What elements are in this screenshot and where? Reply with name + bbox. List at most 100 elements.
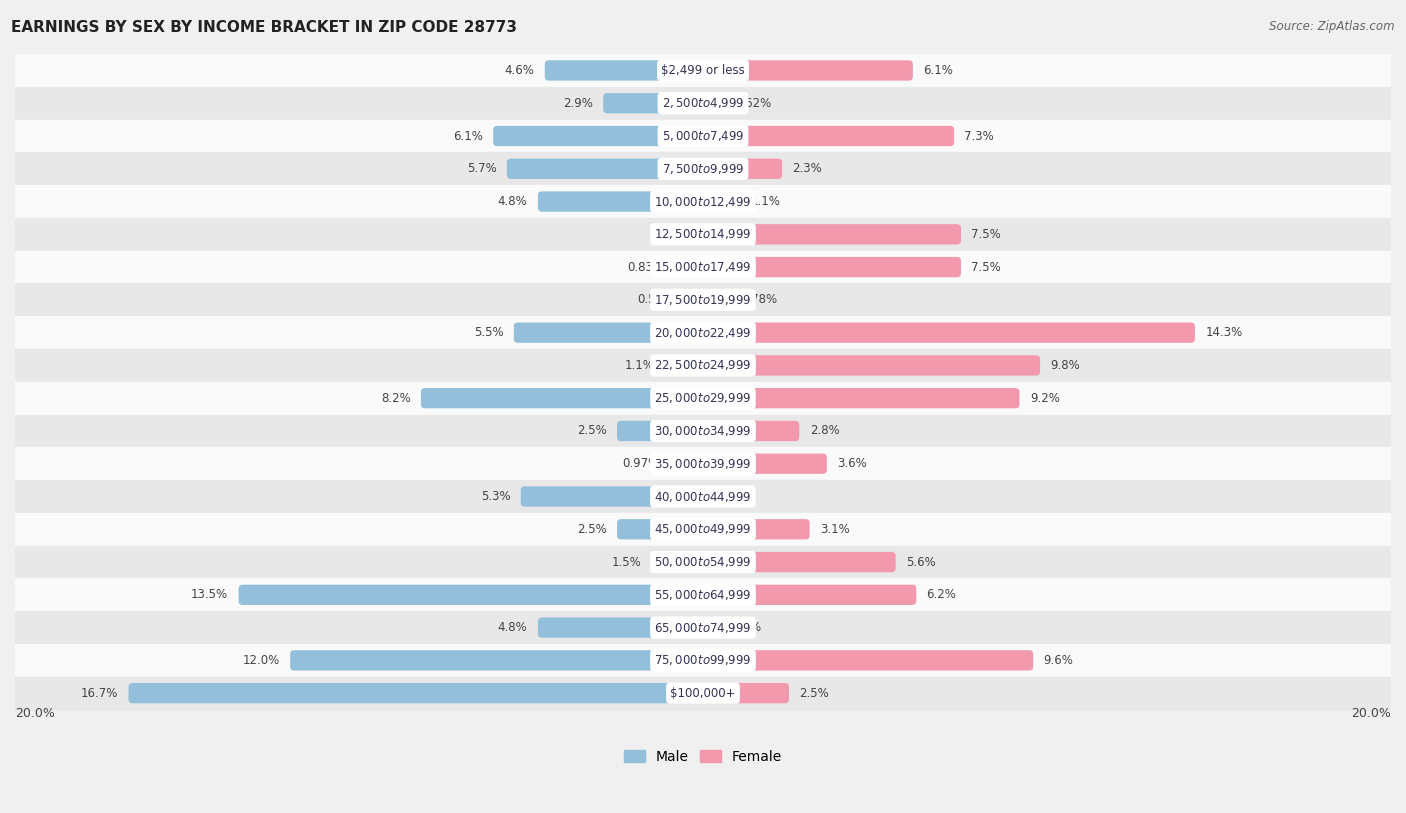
Text: $2,499 or less: $2,499 or less — [661, 64, 745, 77]
Text: 7.3%: 7.3% — [965, 129, 994, 142]
Text: 0.78%: 0.78% — [740, 293, 778, 307]
Bar — [15, 152, 1391, 185]
FancyBboxPatch shape — [703, 60, 912, 80]
Text: 9.2%: 9.2% — [1029, 392, 1060, 405]
Text: 7.5%: 7.5% — [972, 228, 1001, 241]
Text: Source: ZipAtlas.com: Source: ZipAtlas.com — [1270, 20, 1395, 33]
FancyBboxPatch shape — [290, 650, 703, 671]
Bar — [15, 676, 1391, 710]
Text: $22,500 to $24,999: $22,500 to $24,999 — [654, 359, 752, 372]
FancyBboxPatch shape — [703, 421, 800, 441]
Bar — [15, 546, 1391, 578]
Bar — [15, 284, 1391, 316]
FancyBboxPatch shape — [665, 355, 703, 376]
FancyBboxPatch shape — [703, 585, 917, 605]
Text: 5.3%: 5.3% — [481, 490, 510, 503]
Text: 3.6%: 3.6% — [837, 457, 868, 470]
Text: 6.2%: 6.2% — [927, 589, 956, 602]
Bar — [15, 447, 1391, 480]
Text: 16.7%: 16.7% — [80, 687, 118, 700]
FancyBboxPatch shape — [617, 520, 703, 540]
Text: 20.0%: 20.0% — [15, 707, 55, 720]
Text: 0.0%: 0.0% — [664, 228, 693, 241]
Text: 7.5%: 7.5% — [972, 261, 1001, 274]
Text: 2.8%: 2.8% — [810, 424, 839, 437]
FancyBboxPatch shape — [703, 323, 1195, 343]
FancyBboxPatch shape — [544, 60, 703, 80]
Text: 2.5%: 2.5% — [576, 424, 606, 437]
Text: 9.8%: 9.8% — [1050, 359, 1080, 372]
Text: 5.7%: 5.7% — [467, 163, 496, 176]
Text: 1.1%: 1.1% — [624, 359, 655, 372]
FancyBboxPatch shape — [239, 585, 703, 605]
Bar — [15, 415, 1391, 447]
Text: 0.97%: 0.97% — [621, 457, 659, 470]
FancyBboxPatch shape — [128, 683, 703, 703]
Text: $17,500 to $19,999: $17,500 to $19,999 — [654, 293, 752, 307]
Text: $25,000 to $29,999: $25,000 to $29,999 — [654, 391, 752, 405]
Text: $7,500 to $9,999: $7,500 to $9,999 — [662, 162, 744, 176]
Text: 0.62%: 0.62% — [735, 97, 772, 110]
Text: 9.6%: 9.6% — [1043, 654, 1073, 667]
FancyBboxPatch shape — [538, 191, 703, 211]
Text: 6.1%: 6.1% — [924, 64, 953, 77]
FancyBboxPatch shape — [651, 552, 703, 572]
Legend: Male, Female: Male, Female — [619, 744, 787, 769]
Text: 0.83%: 0.83% — [627, 261, 664, 274]
Text: 1.1%: 1.1% — [751, 195, 782, 208]
Text: $50,000 to $54,999: $50,000 to $54,999 — [654, 555, 752, 569]
FancyBboxPatch shape — [675, 257, 703, 277]
Text: 1.5%: 1.5% — [612, 555, 641, 568]
Bar — [15, 382, 1391, 415]
FancyBboxPatch shape — [603, 93, 703, 113]
Bar — [15, 513, 1391, 546]
FancyBboxPatch shape — [703, 355, 1040, 376]
Text: 13.5%: 13.5% — [191, 589, 228, 602]
Text: 5.5%: 5.5% — [474, 326, 503, 339]
FancyBboxPatch shape — [420, 388, 703, 408]
FancyBboxPatch shape — [617, 421, 703, 441]
Text: $30,000 to $34,999: $30,000 to $34,999 — [654, 424, 752, 438]
Text: 20.0%: 20.0% — [1351, 707, 1391, 720]
FancyBboxPatch shape — [703, 224, 960, 245]
FancyBboxPatch shape — [703, 520, 810, 540]
Text: 6.1%: 6.1% — [453, 129, 482, 142]
Text: 2.5%: 2.5% — [800, 687, 830, 700]
Text: $100,000+: $100,000+ — [671, 687, 735, 700]
Bar — [15, 644, 1391, 676]
FancyBboxPatch shape — [685, 289, 703, 310]
Text: 2.3%: 2.3% — [793, 163, 823, 176]
FancyBboxPatch shape — [669, 454, 703, 474]
Text: EARNINGS BY SEX BY INCOME BRACKET IN ZIP CODE 28773: EARNINGS BY SEX BY INCOME BRACKET IN ZIP… — [11, 20, 517, 35]
Text: 0.0%: 0.0% — [713, 490, 742, 503]
FancyBboxPatch shape — [703, 552, 896, 572]
FancyBboxPatch shape — [703, 93, 724, 113]
Text: 8.2%: 8.2% — [381, 392, 411, 405]
Text: 2.9%: 2.9% — [562, 97, 593, 110]
Text: 4.6%: 4.6% — [505, 64, 534, 77]
Bar — [15, 578, 1391, 611]
Bar — [15, 54, 1391, 87]
Text: 14.3%: 14.3% — [1205, 326, 1243, 339]
Text: $12,500 to $14,999: $12,500 to $14,999 — [654, 228, 752, 241]
Text: $5,000 to $7,499: $5,000 to $7,499 — [662, 129, 744, 143]
FancyBboxPatch shape — [703, 454, 827, 474]
Text: $35,000 to $39,999: $35,000 to $39,999 — [654, 457, 752, 471]
Bar — [15, 120, 1391, 152]
Text: 0.31%: 0.31% — [724, 621, 761, 634]
FancyBboxPatch shape — [703, 617, 714, 637]
Bar — [15, 316, 1391, 349]
Text: 12.0%: 12.0% — [243, 654, 280, 667]
FancyBboxPatch shape — [494, 126, 703, 146]
Text: 4.8%: 4.8% — [498, 195, 527, 208]
Text: 0.55%: 0.55% — [637, 293, 673, 307]
Text: $55,000 to $64,999: $55,000 to $64,999 — [654, 588, 752, 602]
Text: $45,000 to $49,999: $45,000 to $49,999 — [654, 522, 752, 537]
Text: $15,000 to $17,499: $15,000 to $17,499 — [654, 260, 752, 274]
Bar — [15, 611, 1391, 644]
FancyBboxPatch shape — [703, 159, 782, 179]
FancyBboxPatch shape — [703, 257, 960, 277]
FancyBboxPatch shape — [703, 683, 789, 703]
FancyBboxPatch shape — [703, 191, 741, 211]
FancyBboxPatch shape — [508, 159, 703, 179]
